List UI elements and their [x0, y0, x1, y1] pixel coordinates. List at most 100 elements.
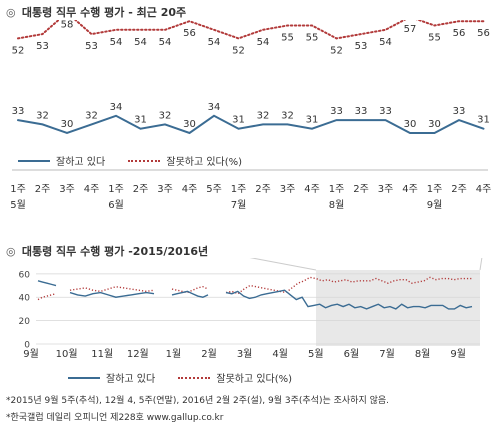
disapprove-data-label: 53	[36, 41, 49, 52]
disapprove-data-label: 52	[12, 45, 25, 56]
week-tick-label: 1주	[10, 184, 26, 195]
approve-data-label: 31	[232, 115, 245, 126]
y-tick-label: 40	[19, 294, 31, 304]
disapprove-data-label: 56	[183, 28, 196, 39]
month-tick-label: 6월	[108, 199, 124, 211]
top-legend: 잘하고 있다 잘못하고 있다(%)	[18, 153, 262, 168]
x-month-label: 11월	[91, 348, 113, 358]
approve-data-label: 31	[306, 115, 319, 126]
approve-data-label: 31	[134, 115, 147, 126]
x-month-label: 3월	[237, 348, 253, 358]
disapprove-data-label: 53	[355, 41, 368, 52]
approve-data-label: 33	[379, 106, 392, 117]
approve-data-label: 30	[61, 119, 74, 130]
approve-history-line	[225, 289, 473, 310]
top-panel-title: ◎ 대통령 직무 수행 평가 - 최근 20주	[6, 4, 186, 20]
week-tick-label: 2주	[133, 184, 149, 195]
x-month-label: 9월	[23, 348, 39, 358]
legend-disapprove-label-2: 잘못하고 있다(%)	[216, 374, 293, 385]
disapprove-data-label: 54	[134, 37, 147, 48]
x-month-label: 5월	[308, 348, 324, 358]
approve-history-line	[37, 280, 57, 287]
approve-data-label: 30	[428, 119, 441, 130]
week-tick-label: 4주	[402, 184, 418, 195]
week-tick-label: 5주	[206, 184, 222, 195]
week-tick-label: 1주	[427, 184, 443, 195]
week-tick-label: 1주	[108, 184, 124, 195]
disapprove-data-label: 52	[330, 45, 343, 56]
approve-data-label: 32	[85, 110, 98, 121]
bottom-panel-title: ◎ 대통령 직무 수행 평가 -2015/2016년	[6, 243, 208, 259]
approve-data-label: 34	[208, 102, 221, 113]
legend-approve-swatch	[18, 159, 50, 162]
approve-data-label: 33	[355, 106, 368, 117]
approve-data-label: 34	[110, 102, 123, 113]
week-tick-label: 4주	[182, 184, 198, 195]
y-tick-label: 60	[19, 270, 31, 280]
legend-approve-label-2: 잘하고 있다	[106, 374, 156, 385]
approve-data-label: 30	[183, 119, 196, 130]
disapprove-data-label: 54	[159, 37, 172, 48]
week-tick-label: 4주	[84, 184, 100, 195]
legend-approve-swatch-2	[68, 376, 100, 379]
approve-data-label: 33	[453, 106, 466, 117]
x-month-label: 7월	[379, 348, 395, 358]
x-month-label: 2월	[201, 348, 217, 358]
footnote-2: *한국갤럽 데일리 오피니언 제228호 www.gallup.co.kr	[6, 413, 224, 423]
legend-disapprove-swatch-2	[178, 376, 211, 379]
x-month-label: 4월	[272, 348, 288, 358]
disapprove-data-label: 52	[232, 45, 245, 56]
target-icon: ◎	[6, 245, 16, 258]
approve-data-label: 32	[159, 110, 172, 121]
week-tick-label: 4주	[476, 184, 492, 195]
x-month-label: 12월	[127, 348, 149, 358]
target-icon: ◎	[6, 6, 16, 19]
month-tick-label: 5월	[10, 199, 26, 211]
legend-approve-label: 잘하고 있다	[56, 157, 106, 168]
disapprove-data-label: 55	[428, 33, 441, 44]
disapprove-history-line	[37, 293, 57, 301]
disapprove-data-label: 55	[306, 33, 319, 44]
legend-approve-2: 잘하고 있다	[68, 370, 155, 385]
disapprove-history-line	[69, 285, 155, 293]
approve-data-label: 32	[281, 110, 294, 121]
top-panel-title-text: 대통령 직무 수행 평가 - 최근 20주	[21, 6, 187, 19]
approve-series-line	[17, 114, 485, 135]
week-tick-label: 3주	[59, 184, 75, 195]
disapprove-data-label: 56	[453, 28, 466, 39]
x-month-label: 6월	[344, 348, 360, 358]
approve-history-line	[69, 291, 155, 298]
week-tick-label: 1주	[329, 184, 345, 195]
approve-data-label: 32	[36, 110, 49, 121]
approve-data-label: 31	[477, 115, 490, 126]
x-month-label: 1월	[166, 348, 182, 358]
month-tick-label: 7월	[231, 199, 247, 211]
month-tick-label: 8월	[329, 199, 345, 211]
top-chart: 52 53 58 53 54 54 54 56 54 52 54 55 55 52 53 54 57 55 56 56…	[10, 20, 492, 211]
y-tick-label: 0	[24, 341, 30, 351]
approve-data-label: 33	[330, 106, 343, 117]
x-month-label: 8월	[415, 348, 431, 358]
disapprove-data-label: 54	[110, 37, 123, 48]
week-tick-label: 2주	[451, 184, 467, 195]
disapprove-series-line	[17, 20, 485, 40]
x-month-label: 10월	[56, 348, 78, 358]
disapprove-data-label: 54	[208, 37, 221, 48]
week-tick-label: 3주	[378, 184, 394, 195]
disapprove-history-line	[171, 285, 209, 294]
month-tick-label: 9월	[427, 199, 443, 211]
zoom-connector-right	[479, 258, 483, 271]
disapprove-data-label: 54	[257, 37, 270, 48]
footnote-1: *2015년 9월 5주(추석), 12월 4, 5주(연말), 2016년 2…	[6, 396, 390, 406]
legend-disapprove-swatch	[128, 159, 161, 162]
week-tick-label: 2주	[255, 184, 271, 195]
week-tick-label: 2주	[35, 184, 51, 195]
approve-history-line	[171, 290, 209, 298]
disapprove-data-label: 55	[281, 33, 294, 44]
bottom-panel-title-text: 대통령 직무 수행 평가 -2015/2016년	[21, 245, 209, 258]
week-tick-label: 4주	[304, 184, 320, 195]
disapprove-data-label: 58	[61, 20, 74, 31]
week-tick-label: 2주	[353, 184, 369, 195]
approve-data-label: 30	[404, 119, 417, 130]
